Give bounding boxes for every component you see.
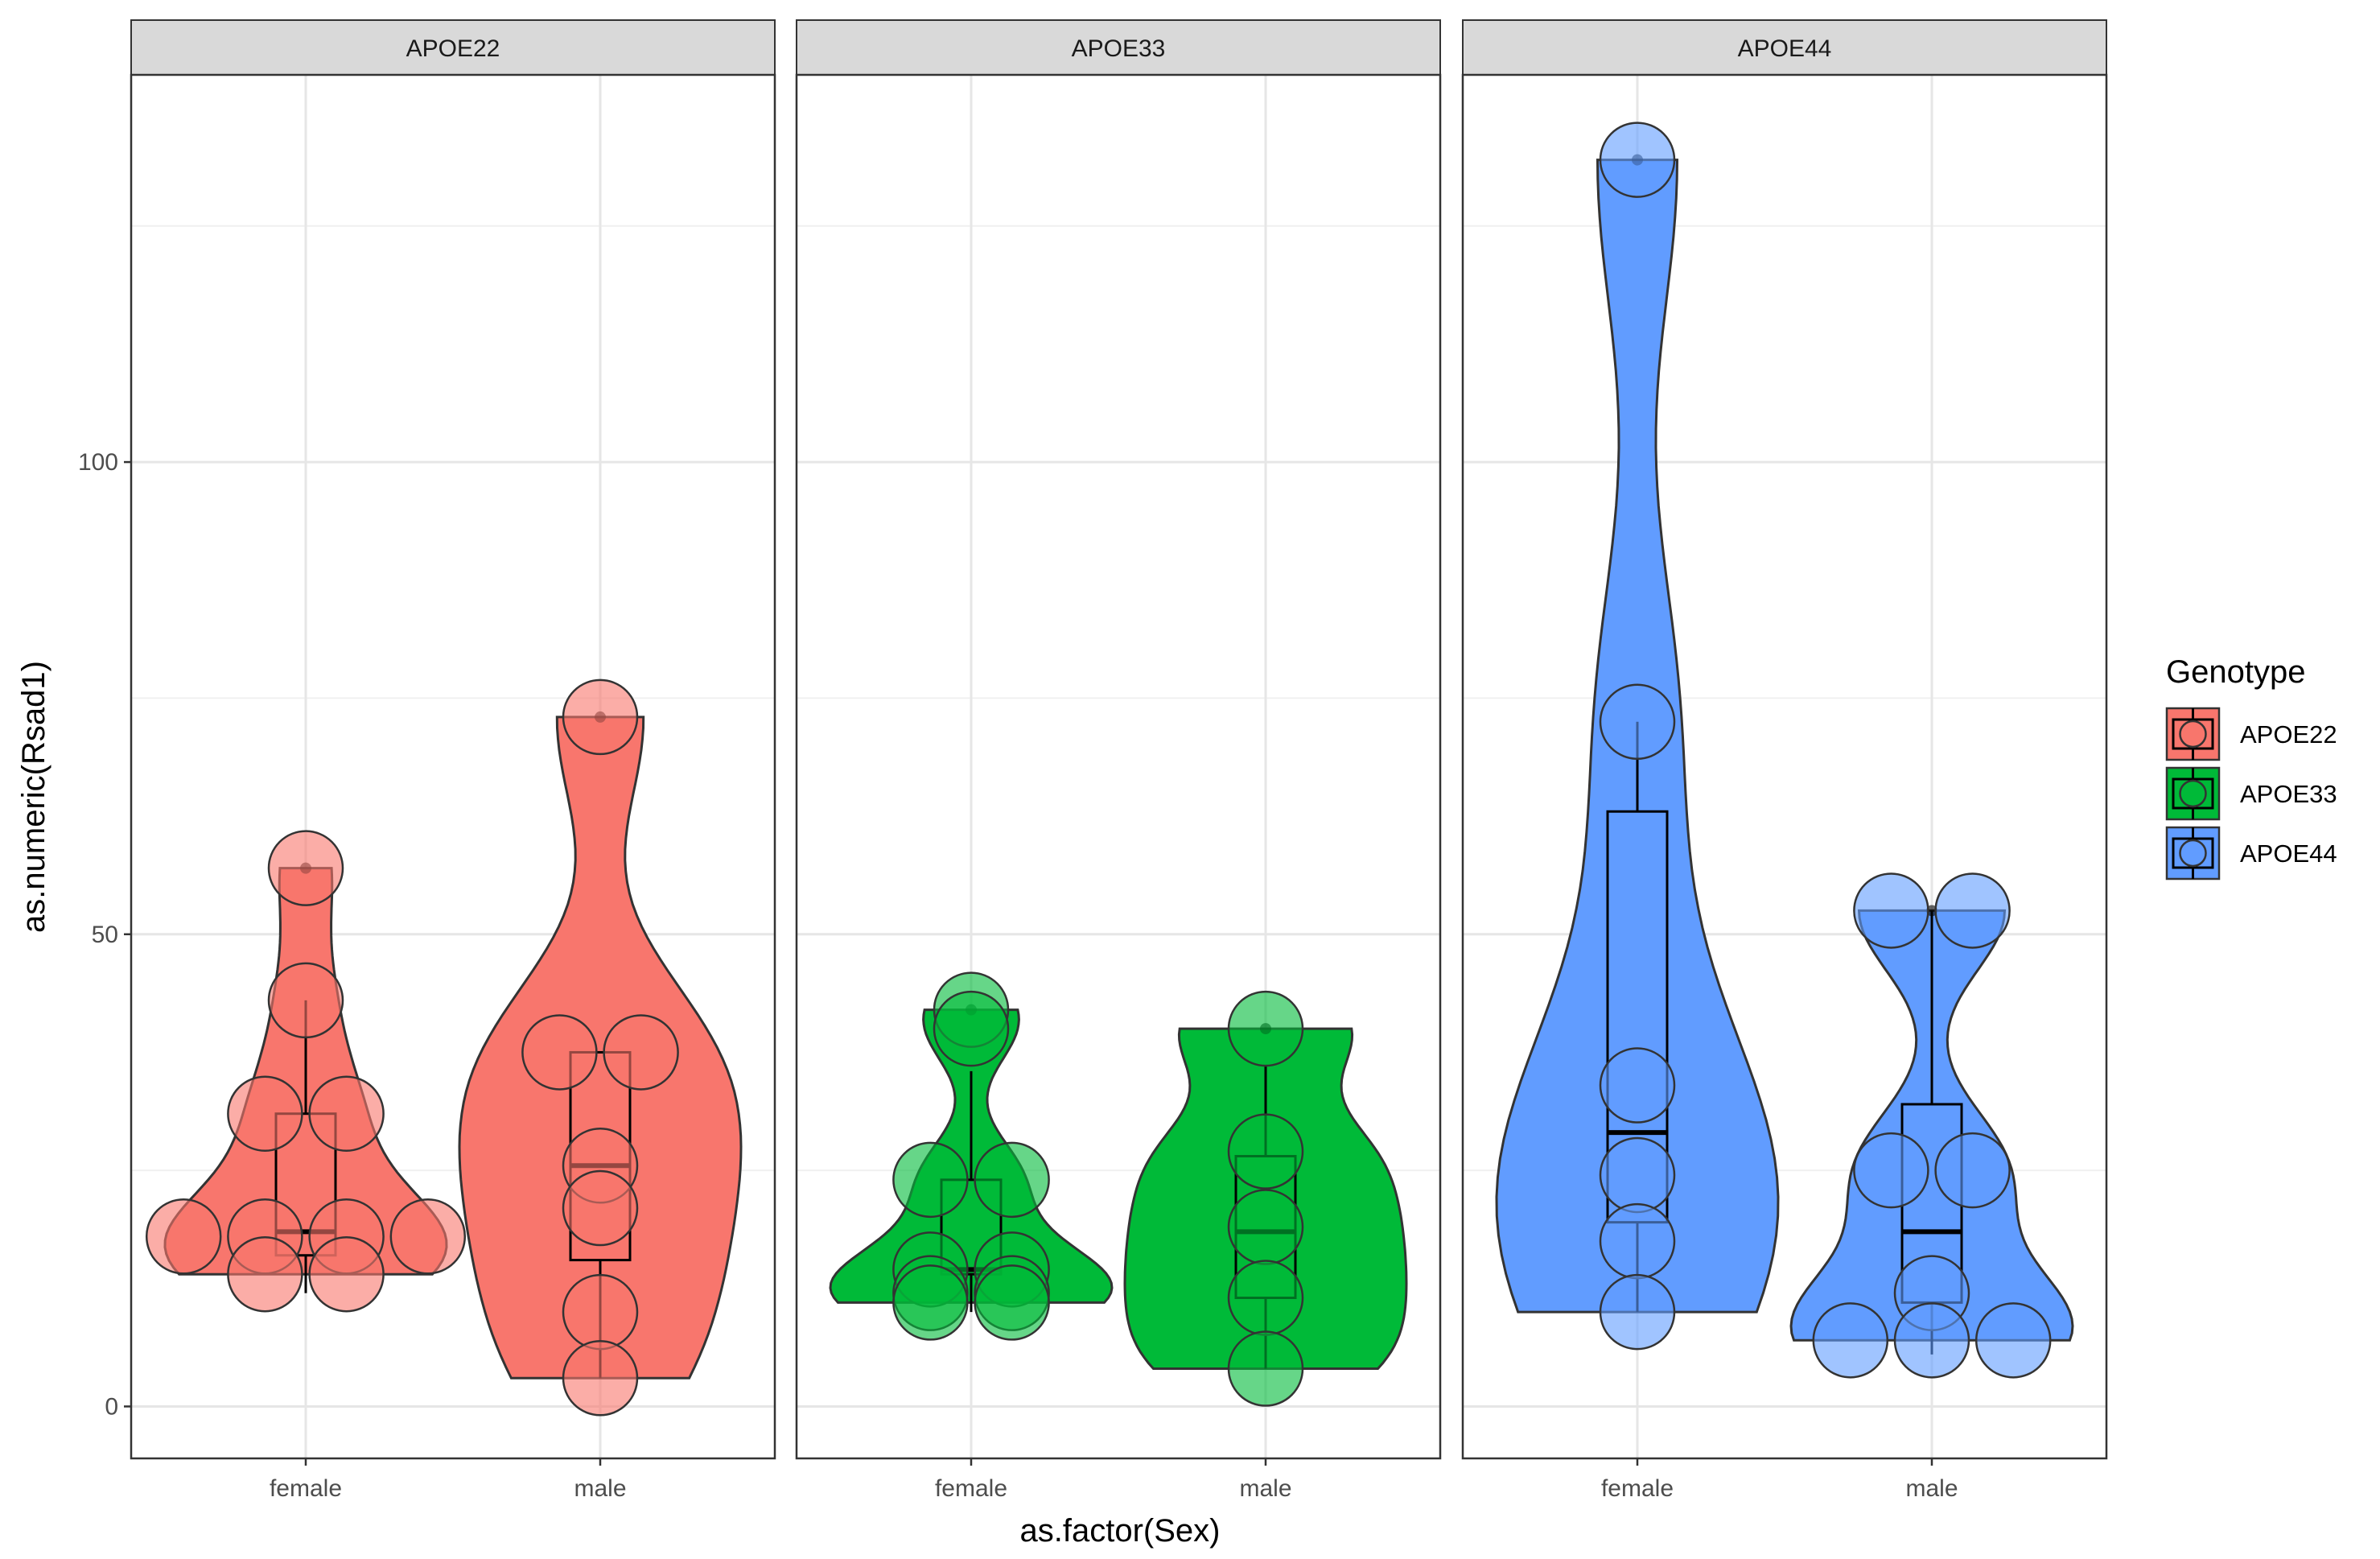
y-tick-label: 100 bbox=[78, 449, 118, 476]
data-point bbox=[1974, 1302, 2052, 1379]
legend-label: APOE33 bbox=[2240, 780, 2337, 808]
data-point bbox=[308, 1075, 385, 1152]
violin-male bbox=[458, 716, 743, 1380]
data-point bbox=[267, 962, 344, 1039]
data-point bbox=[1934, 1132, 2011, 1209]
data-point bbox=[1227, 1330, 1304, 1407]
data-point bbox=[227, 1075, 303, 1152]
strip-background bbox=[1462, 19, 2107, 76]
data-point bbox=[1853, 872, 1929, 949]
data-point bbox=[1227, 990, 1304, 1067]
data-point bbox=[1853, 1132, 1929, 1209]
panels-layer: APOE22 female male APOE33 female male APOE44 fe… bbox=[130, 19, 2108, 1502]
x-tick-label: female bbox=[1601, 1475, 1674, 1502]
strip-label: APOE22 bbox=[406, 35, 500, 62]
data-point bbox=[892, 1264, 969, 1341]
legend-label: APOE44 bbox=[2240, 839, 2337, 868]
panel-border bbox=[130, 73, 776, 1460]
data-point bbox=[1227, 1260, 1304, 1336]
data-point bbox=[1599, 1047, 1676, 1124]
x-axis-title: as.factor(Sex) bbox=[1020, 1513, 1221, 1549]
panel-apoe44: APOE44 female male bbox=[1461, 19, 2108, 1502]
data-point bbox=[974, 1264, 1050, 1341]
data-point bbox=[1599, 1202, 1676, 1280]
strip-label: APOE44 bbox=[1738, 35, 1832, 62]
data-point bbox=[892, 1141, 969, 1219]
legend-key-apoe22 bbox=[2165, 707, 2221, 761]
legend: Genotype APOE22 APOE33 APOE44 bbox=[2165, 654, 2337, 881]
x-tick-label: male bbox=[1239, 1475, 1291, 1502]
y-axis-title: as.numeric(Rsad1) bbox=[16, 661, 51, 933]
data-point bbox=[603, 1014, 679, 1091]
y-axis: 0 50 100 bbox=[78, 449, 131, 1420]
data-point bbox=[267, 830, 344, 906]
legend-key-apoe44 bbox=[2165, 826, 2221, 881]
data-point bbox=[562, 1340, 639, 1417]
data-point bbox=[1227, 1189, 1304, 1265]
legend-key-point bbox=[2179, 839, 2207, 868]
panel-border bbox=[1461, 73, 2108, 1460]
data-point bbox=[1599, 122, 1676, 198]
y-tick-label: 0 bbox=[105, 1393, 118, 1420]
legend-title: Genotype bbox=[2166, 654, 2305, 690]
data-point bbox=[1599, 1273, 1676, 1351]
y-tick-label: 50 bbox=[92, 922, 118, 948]
x-tick-label: male bbox=[574, 1475, 626, 1502]
data-point bbox=[1599, 683, 1676, 761]
legend-key-point bbox=[2179, 720, 2207, 749]
data-point bbox=[1227, 1113, 1304, 1190]
legend-key-apoe33 bbox=[2165, 766, 2221, 821]
data-point bbox=[562, 1169, 639, 1247]
legend-label: APOE22 bbox=[2240, 720, 2337, 749]
legend-key-point bbox=[2179, 779, 2207, 808]
data-point bbox=[1599, 1136, 1676, 1214]
strip-background bbox=[796, 19, 1441, 76]
data-point bbox=[562, 1273, 639, 1351]
strip-label: APOE33 bbox=[1072, 35, 1166, 62]
data-point bbox=[145, 1198, 222, 1275]
x-tick-label: male bbox=[1905, 1475, 1958, 1502]
data-point bbox=[974, 1141, 1050, 1219]
panel-border bbox=[795, 73, 1442, 1460]
data-point bbox=[1812, 1302, 1889, 1379]
data-point bbox=[227, 1235, 303, 1313]
x-tick-label: female bbox=[270, 1475, 342, 1502]
strip-background bbox=[130, 19, 776, 76]
panel-apoe22: APOE22 female male bbox=[130, 19, 776, 1502]
data-point bbox=[933, 990, 1010, 1067]
data-point bbox=[521, 1014, 598, 1091]
panel-apoe33: APOE33 female male bbox=[795, 19, 1442, 1502]
data-point bbox=[562, 678, 639, 756]
x-tick-label: female bbox=[935, 1475, 1007, 1502]
data-point bbox=[1934, 872, 2011, 949]
data-point bbox=[308, 1235, 385, 1313]
data-point bbox=[389, 1198, 467, 1275]
data-point bbox=[1893, 1302, 1970, 1379]
